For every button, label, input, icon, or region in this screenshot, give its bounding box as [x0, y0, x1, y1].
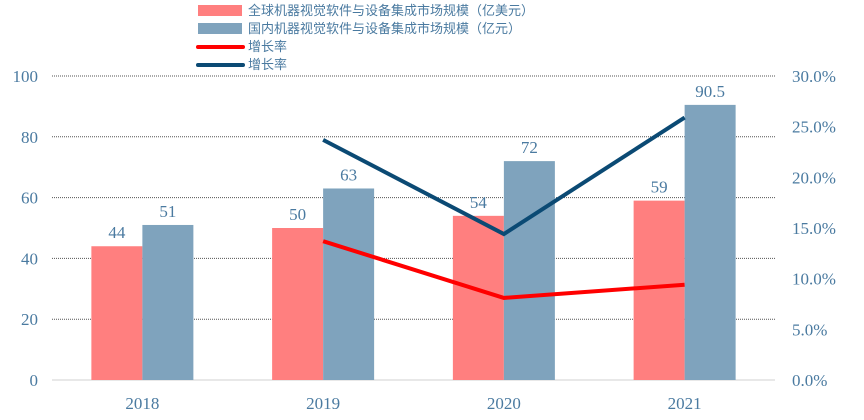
growth-rate-line — [322, 239, 685, 300]
legend-label: 增长率 — [248, 39, 287, 55]
data-label: 44 — [108, 223, 126, 242]
data-label: 63 — [340, 165, 357, 184]
y2-tick-label: 0.0% — [792, 371, 827, 390]
y-tick-label: 0 — [30, 371, 39, 390]
y2-tick-label: 30.0% — [792, 67, 836, 86]
bar — [684, 104, 736, 380]
legend-label: 全球机器视觉软件与设备集成市场规模（亿美元） — [248, 3, 534, 19]
bar — [323, 188, 375, 380]
data-label: 59 — [651, 178, 668, 197]
data-label: 50 — [289, 205, 306, 224]
x-tick-label: 2019 — [306, 394, 340, 413]
bar — [142, 224, 194, 380]
legend-label: 增长率 — [248, 57, 287, 73]
y-tick-label: 80 — [21, 128, 38, 147]
y2-tick-label: 20.0% — [792, 168, 836, 187]
legend-label: 国内机器视觉软件与设备集成市场规模（亿元） — [248, 21, 521, 37]
data-label: 51 — [159, 202, 176, 221]
bar — [503, 161, 555, 380]
bar — [272, 228, 324, 380]
growth-rate-line — [322, 115, 686, 237]
x-tick-label: 2020 — [487, 394, 521, 413]
legend-swatch — [198, 23, 242, 34]
x-tick-label: 2021 — [668, 394, 702, 413]
line-series — [322, 115, 686, 300]
x-tick-label: 2018 — [125, 394, 159, 413]
data-labels: 44 50 54 59 51 63 72 90.5 — [108, 82, 725, 242]
y-axis-right: 0.0% 5.0% 10.0% 15.0% 20.0% 25.0% 30.0% — [792, 67, 836, 390]
x-axis: 2018 2019 2020 2021 — [125, 394, 701, 413]
bar — [633, 200, 685, 380]
y-tick-label: 20 — [21, 310, 38, 329]
bar — [452, 215, 504, 380]
y2-tick-label: 25.0% — [792, 118, 836, 137]
y-axis-left: 0 20 40 60 80 100 — [13, 67, 39, 390]
legend: 全球机器视觉软件与设备集成市场规模（亿美元） 国内机器视觉软件与设备集成市场规模（… — [196, 3, 534, 73]
bar-series — [91, 104, 736, 380]
legend-swatch — [198, 5, 242, 16]
y2-tick-label: 15.0% — [792, 219, 836, 238]
data-label: 90.5 — [695, 82, 725, 101]
y2-tick-label: 5.0% — [792, 320, 827, 339]
y-tick-label: 60 — [21, 189, 38, 208]
y-tick-label: 100 — [13, 67, 39, 86]
data-label: 54 — [470, 193, 488, 212]
data-label: 72 — [521, 138, 538, 157]
bar — [91, 246, 143, 380]
y-tick-label: 40 — [21, 249, 38, 268]
y2-tick-label: 10.0% — [792, 270, 836, 289]
